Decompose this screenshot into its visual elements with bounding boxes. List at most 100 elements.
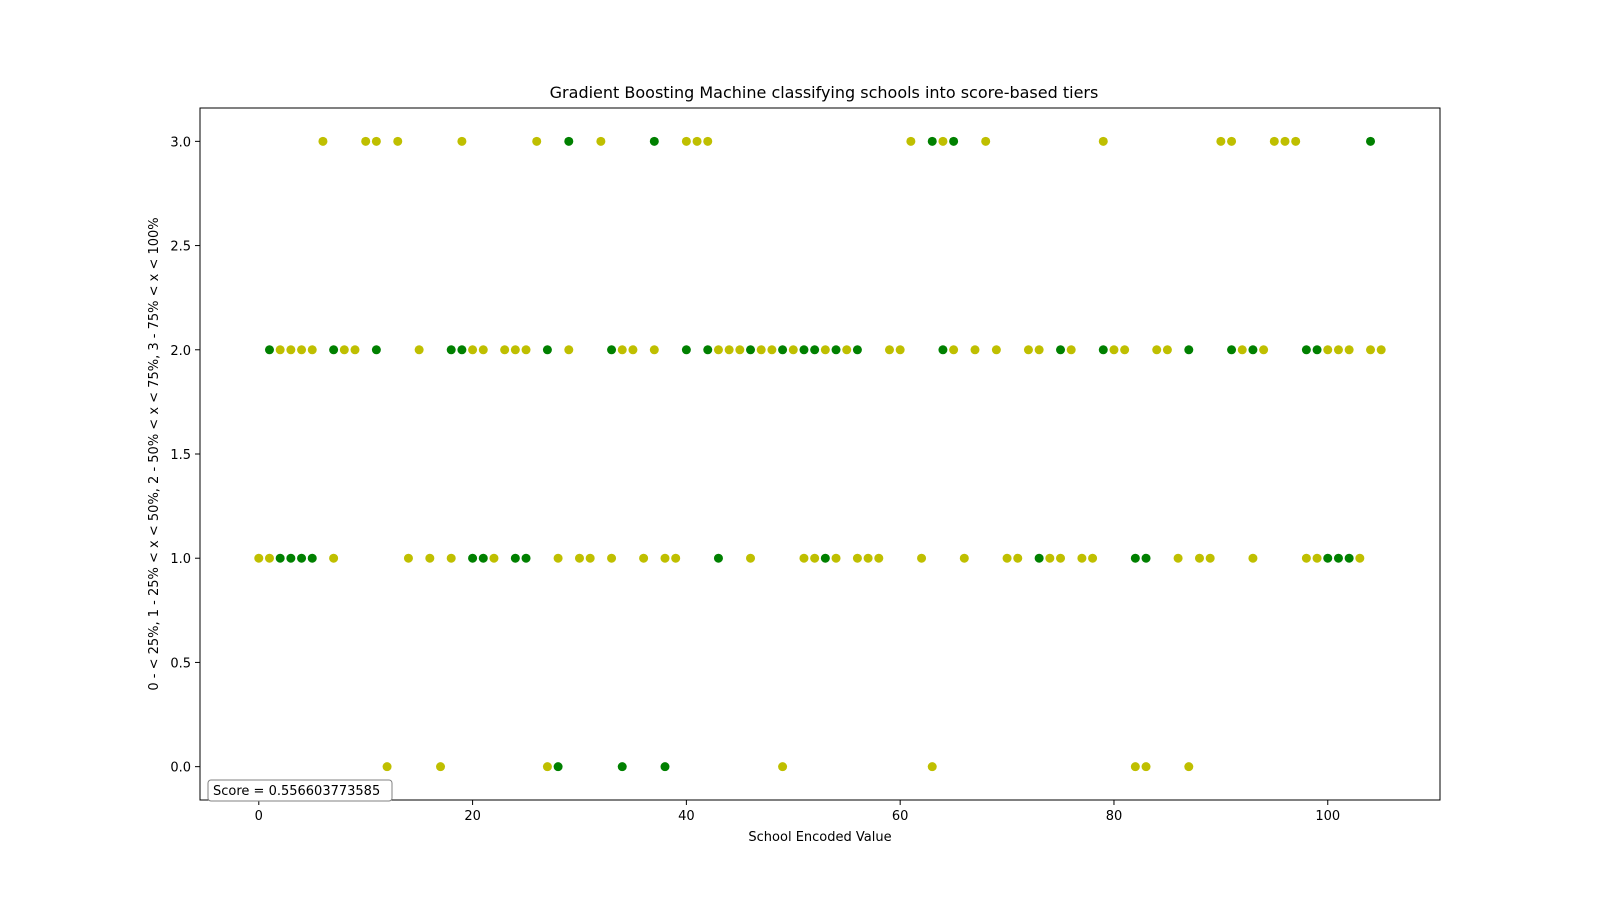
data-point xyxy=(542,762,552,772)
data-point xyxy=(1344,553,1354,563)
data-point xyxy=(264,553,274,563)
data-point xyxy=(713,345,723,355)
data-point xyxy=(660,762,670,772)
data-point xyxy=(1333,553,1343,563)
data-point xyxy=(852,553,862,563)
x-axis-label: School Encoded Value xyxy=(748,830,891,845)
x-tick-label: 80 xyxy=(1106,809,1123,824)
data-point xyxy=(553,762,563,772)
data-point xyxy=(1216,136,1226,146)
data-point xyxy=(991,345,1001,355)
data-point xyxy=(1259,345,1269,355)
data-point xyxy=(628,345,638,355)
data-point xyxy=(1056,553,1066,563)
y-tick-label: 2.0 xyxy=(170,344,191,359)
plot-frame xyxy=(199,107,1441,801)
data-point xyxy=(1291,136,1301,146)
data-point xyxy=(735,345,745,355)
data-point xyxy=(457,136,467,146)
data-point xyxy=(297,553,307,563)
x-tick-label: 40 xyxy=(678,809,695,824)
data-point xyxy=(1066,345,1076,355)
data-point xyxy=(649,345,659,355)
data-point xyxy=(746,345,756,355)
data-point xyxy=(1205,553,1215,563)
data-point xyxy=(981,136,991,146)
data-point xyxy=(1013,553,1023,563)
data-point xyxy=(1141,762,1151,772)
data-point xyxy=(756,345,766,355)
data-point xyxy=(403,553,413,563)
data-point xyxy=(724,345,734,355)
data-point xyxy=(1366,136,1376,146)
data-point xyxy=(510,553,520,563)
data-point xyxy=(297,345,307,355)
score-annotation: Score = 0.556603773585 xyxy=(213,784,380,799)
y-tick-label: 0.5 xyxy=(170,656,191,671)
data-point xyxy=(842,345,852,355)
data-point xyxy=(1333,345,1343,355)
data-point xyxy=(917,553,927,563)
data-point xyxy=(425,553,435,563)
data-points xyxy=(254,136,1386,772)
data-point xyxy=(500,345,510,355)
y-tick-label: 3.0 xyxy=(170,135,191,150)
y-axis: 0.0 0.5 1.0 1.5 2.0 2.5 3.0 xyxy=(170,135,200,776)
data-point xyxy=(510,345,520,355)
data-point xyxy=(521,553,531,563)
data-point xyxy=(799,345,809,355)
data-point xyxy=(1152,345,1162,355)
data-point xyxy=(649,136,659,146)
data-point xyxy=(788,345,798,355)
data-point xyxy=(1098,345,1108,355)
data-point xyxy=(778,762,788,772)
data-point xyxy=(1023,345,1033,355)
data-point xyxy=(1162,345,1172,355)
data-point xyxy=(1301,345,1311,355)
data-point xyxy=(478,345,488,355)
x-tick-label: 60 xyxy=(892,809,909,824)
data-point xyxy=(414,345,424,355)
data-point xyxy=(1173,553,1183,563)
data-point xyxy=(1366,345,1376,355)
data-point xyxy=(831,553,841,563)
data-point xyxy=(852,345,862,355)
data-point xyxy=(382,762,392,772)
data-point xyxy=(810,345,820,355)
data-point xyxy=(393,136,403,146)
score-box: Score = 0.556603773585 xyxy=(207,779,393,802)
data-point xyxy=(671,553,681,563)
data-point xyxy=(1184,762,1194,772)
data-point xyxy=(1355,553,1365,563)
data-point xyxy=(1077,553,1087,563)
data-point xyxy=(970,345,980,355)
data-point xyxy=(307,345,317,355)
data-point xyxy=(457,345,467,355)
data-point xyxy=(767,345,777,355)
x-tick-label: 0 xyxy=(255,809,263,824)
data-point xyxy=(371,136,381,146)
data-point xyxy=(1130,762,1140,772)
data-point xyxy=(949,345,959,355)
data-point xyxy=(371,345,381,355)
data-point xyxy=(778,345,788,355)
data-point xyxy=(1248,345,1258,355)
data-point xyxy=(639,553,649,563)
data-point xyxy=(810,553,820,563)
y-tick-label: 1.5 xyxy=(170,448,191,463)
data-point xyxy=(1109,345,1119,355)
data-point xyxy=(532,136,542,146)
data-point xyxy=(1034,553,1044,563)
data-point xyxy=(927,762,937,772)
data-point xyxy=(1120,345,1130,355)
y-tick-label: 0.0 xyxy=(170,761,191,776)
y-axis-label: 0 - < 25%, 1 - 25% < x < 50%, 2 - 50% < … xyxy=(147,217,162,690)
y-tick-label: 2.5 xyxy=(170,240,191,255)
data-point xyxy=(564,345,574,355)
data-point xyxy=(820,345,830,355)
data-point xyxy=(275,345,285,355)
data-point xyxy=(318,136,328,146)
data-point xyxy=(350,345,360,355)
data-point xyxy=(585,553,595,563)
data-point xyxy=(436,762,446,772)
